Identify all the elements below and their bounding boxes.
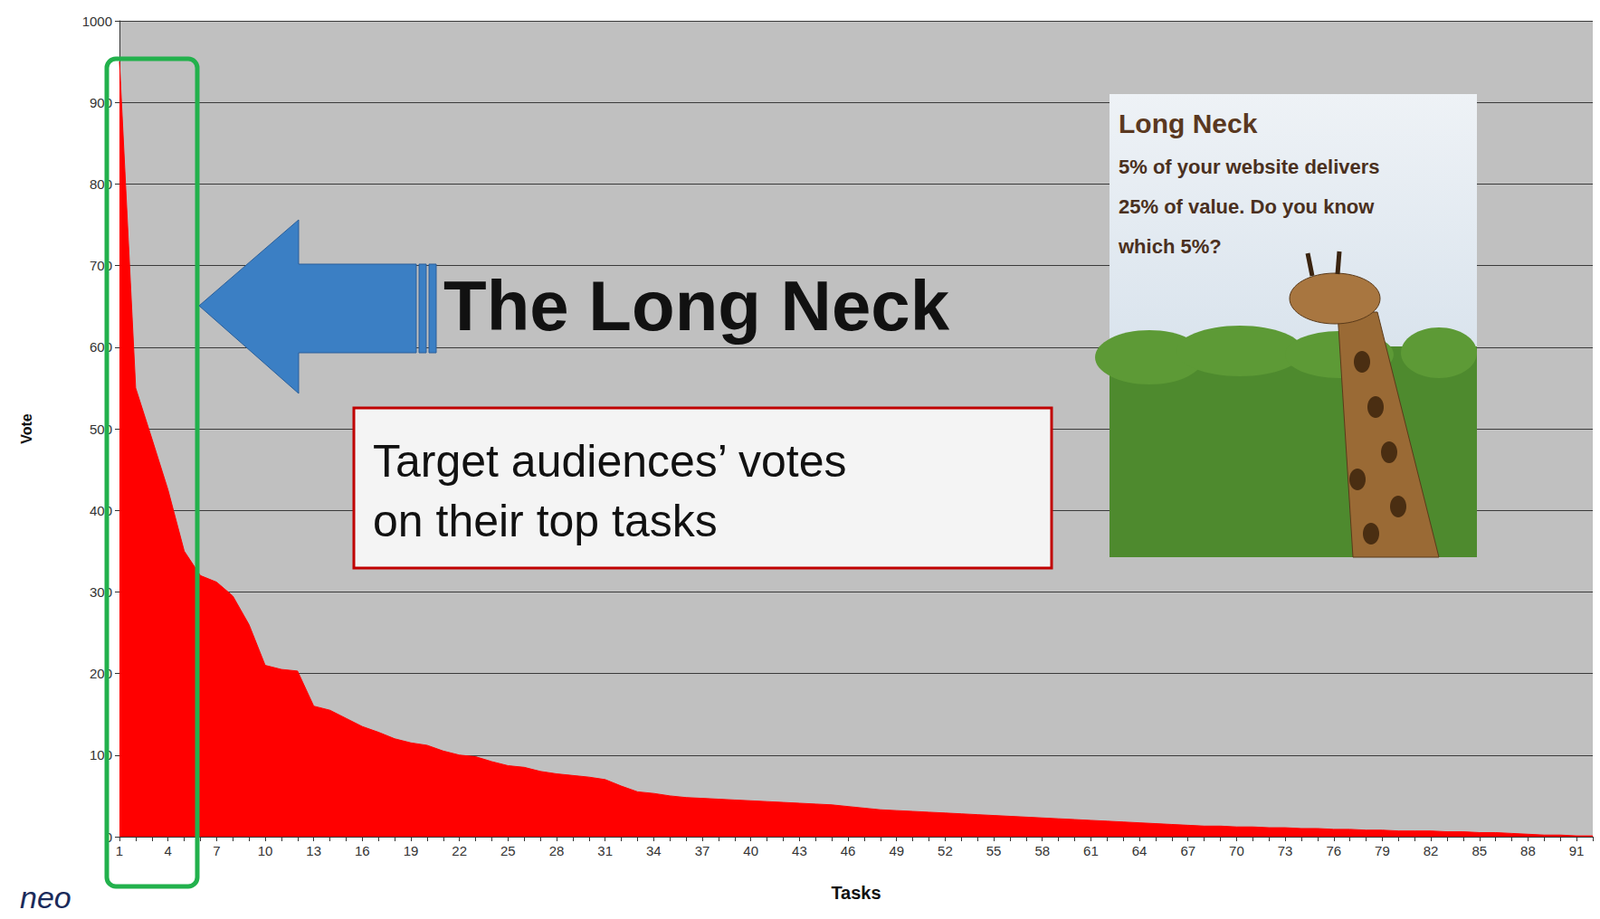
svg-text:46: 46 <box>840 843 857 859</box>
svg-text:76: 76 <box>1325 843 1342 859</box>
svg-text:13: 13 <box>305 843 322 859</box>
svg-text:61: 61 <box>1083 843 1099 859</box>
svg-text:Tasks: Tasks <box>830 883 881 904</box>
svg-text:7: 7 <box>212 843 220 859</box>
svg-text:1: 1 <box>115 843 124 859</box>
svg-text:on their top tasks: on their top tasks <box>372 495 718 547</box>
svg-text:73: 73 <box>1277 843 1294 859</box>
svg-text:34: 34 <box>646 843 662 859</box>
svg-text:52: 52 <box>937 843 953 859</box>
svg-text:The Long Neck: The Long Neck <box>443 266 951 346</box>
svg-text:600: 600 <box>89 339 113 356</box>
svg-text:200: 200 <box>89 666 113 682</box>
svg-text:Long Neck: Long Neck <box>1118 108 1258 139</box>
svg-text:4: 4 <box>163 843 172 859</box>
svg-text:85: 85 <box>1471 843 1487 859</box>
svg-text:88: 88 <box>1520 843 1536 859</box>
svg-text:400: 400 <box>89 502 113 519</box>
svg-text:500: 500 <box>89 421 113 437</box>
svg-text:43: 43 <box>791 843 808 859</box>
svg-text:19: 19 <box>403 843 420 859</box>
svg-text:which 5%?: which 5%? <box>1117 235 1222 258</box>
svg-text:100: 100 <box>89 747 113 764</box>
svg-text:40: 40 <box>742 843 759 859</box>
svg-text:10: 10 <box>257 843 274 859</box>
svg-text:49: 49 <box>888 843 905 859</box>
svg-text:55: 55 <box>986 843 1002 859</box>
svg-text:82: 82 <box>1423 843 1439 859</box>
svg-text:800: 800 <box>89 176 113 192</box>
svg-text:700: 700 <box>89 258 113 274</box>
svg-text:neo: neo <box>19 880 72 915</box>
svg-text:300: 300 <box>89 584 113 600</box>
svg-text:28: 28 <box>549 843 565 859</box>
svg-text:67: 67 <box>1180 843 1196 859</box>
svg-text:64: 64 <box>1132 843 1148 859</box>
svg-text:37: 37 <box>695 843 711 859</box>
svg-text:70: 70 <box>1228 843 1245 859</box>
svg-text:91: 91 <box>1569 843 1585 859</box>
svg-text:25% of value. Do you know: 25% of value. Do you know <box>1118 195 1375 219</box>
svg-text:22: 22 <box>451 843 467 859</box>
svg-text:25: 25 <box>500 843 516 859</box>
svg-text:900: 900 <box>89 94 113 111</box>
svg-text:Target audiences’ votes: Target audiences’ votes <box>372 436 847 487</box>
svg-text:31: 31 <box>597 843 613 859</box>
svg-text:79: 79 <box>1374 843 1391 859</box>
svg-text:58: 58 <box>1034 843 1050 859</box>
svg-text:Vote: Vote <box>19 413 35 445</box>
svg-text:16: 16 <box>354 843 371 859</box>
svg-text:5% of your website delivers: 5% of your website delivers <box>1118 155 1381 179</box>
svg-text:1000: 1000 <box>82 13 113 29</box>
